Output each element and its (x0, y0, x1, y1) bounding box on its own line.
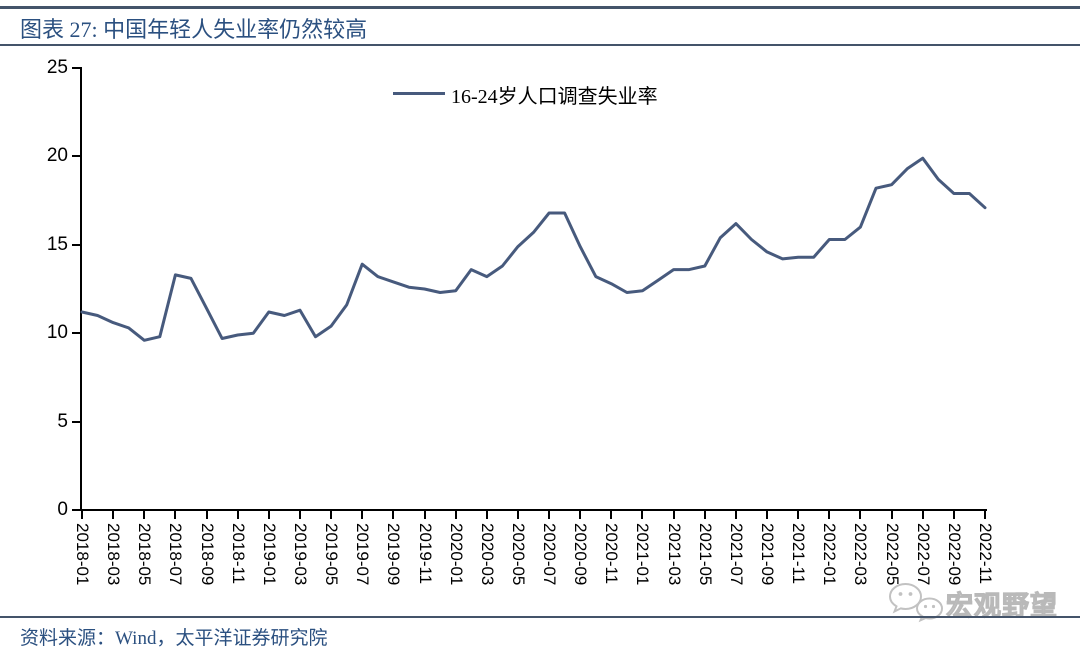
y-axis-line (80, 67, 82, 511)
chart-title: 图表 27: 中国年轻人失业率仍然较高 (20, 17, 368, 42)
y-axis-tick (72, 67, 81, 69)
x-axis-tick (174, 511, 177, 519)
x-axis-tick (984, 511, 986, 519)
x-axis-tick (143, 511, 146, 519)
legend-line-swatch (393, 92, 445, 95)
source-note: 资料来源：Wind，太平洋证券研究院 (20, 628, 328, 649)
x-axis-tick (112, 511, 115, 519)
x-axis-line (80, 509, 987, 511)
x-axis-tick (641, 511, 644, 519)
x-axis-tick (672, 511, 675, 519)
x-axis-tick (516, 511, 519, 519)
footer-rule (0, 616, 1080, 618)
x-axis-tick (205, 511, 208, 519)
x-axis-tick (392, 511, 395, 519)
x-axis-tick (828, 511, 831, 519)
x-axis-tick (766, 511, 769, 519)
y-axis-tick (72, 509, 81, 511)
x-axis-tick (734, 511, 737, 519)
x-axis-tick (859, 511, 862, 519)
x-axis-tick (610, 511, 613, 519)
legend-label: 16-24岁人口调查失业率 (451, 86, 658, 108)
y-axis-tick (72, 243, 81, 246)
top-rule (0, 6, 1080, 9)
y-tick-label: 0 (57, 499, 68, 520)
x-axis-tick (797, 511, 800, 519)
x-axis-tick (423, 511, 426, 519)
x-axis-tick (890, 511, 893, 519)
x-axis-tick (579, 511, 582, 519)
y-tick-label: 10 (46, 322, 68, 344)
wechat-icon (888, 582, 944, 623)
unemployment-rate-line (80, 156, 987, 342)
y-tick-label: 25 (46, 57, 68, 78)
y-tick-label: 5 (57, 410, 68, 432)
x-axis-tick (921, 511, 924, 519)
y-axis-tick (72, 332, 81, 335)
y-axis-tick (72, 155, 81, 158)
x-axis-tick (81, 511, 83, 519)
x-axis-tick (703, 511, 706, 519)
x-axis-tick (485, 511, 488, 519)
x-axis-tick (330, 511, 333, 519)
x-axis-tick (952, 511, 955, 519)
x-axis-tick (548, 511, 551, 519)
x-axis-tick (236, 511, 239, 519)
x-axis-tick (454, 511, 457, 519)
y-tick-label: 20 (46, 145, 68, 167)
x-axis-tick (298, 511, 301, 519)
y-axis-tick (72, 420, 81, 423)
x-axis-tick (267, 511, 270, 519)
title-underline-rule (0, 44, 1080, 46)
x-axis-tick (361, 511, 364, 519)
y-tick-label: 15 (46, 233, 68, 255)
